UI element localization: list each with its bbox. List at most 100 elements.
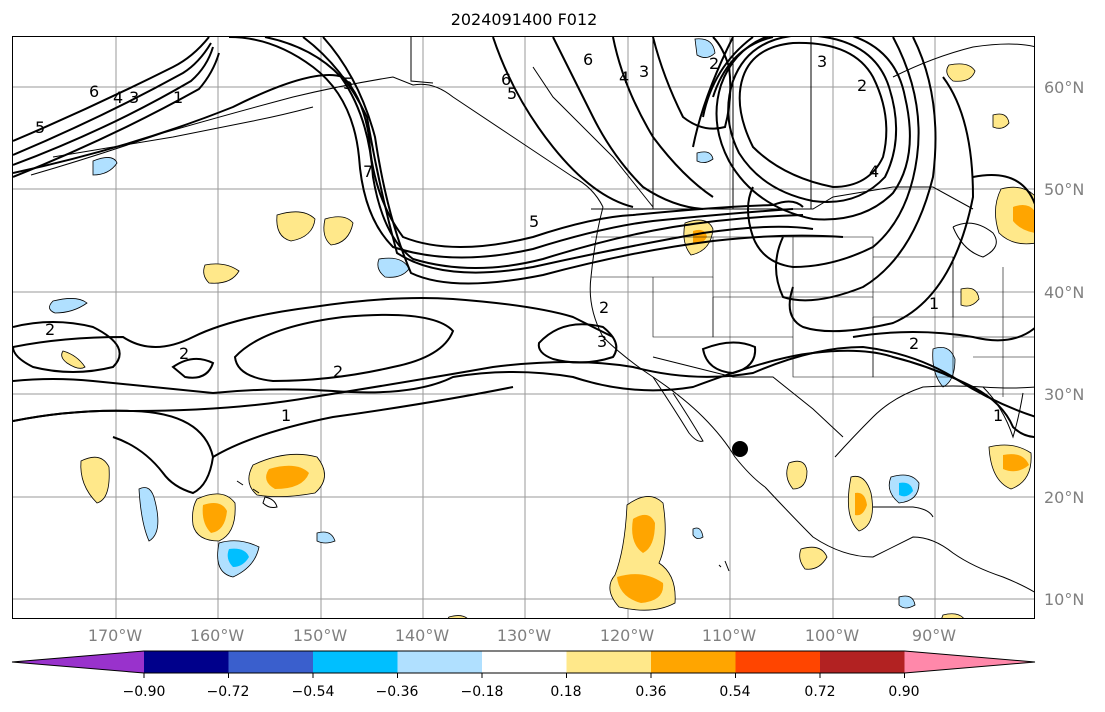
- warm-patch: [632, 514, 655, 553]
- contour-label: 5: [35, 118, 45, 137]
- contour-line: [652, 37, 732, 130]
- contour-line: [712, 37, 920, 269]
- lon-label: 150°W: [292, 626, 348, 645]
- colorbar-segment: [313, 651, 398, 673]
- colorbar: [11, 650, 1036, 678]
- contour-line: [171, 357, 215, 379]
- contour-label: 2: [599, 298, 609, 317]
- contour-label: 3: [639, 62, 649, 81]
- graticule: [13, 37, 1034, 618]
- contour-label: 4: [869, 162, 879, 181]
- contour-label: 6: [583, 50, 593, 69]
- contour-line: [13, 42, 212, 156]
- lon-label: 160°W: [189, 626, 245, 645]
- map-title: 2024091400 F012: [450, 10, 598, 29]
- contour-label: 5: [529, 212, 539, 231]
- contour-label: 2: [179, 344, 189, 363]
- contour-line: [727, 37, 898, 203]
- warm-patch: [323, 216, 354, 246]
- contour-label: 4: [619, 68, 629, 87]
- colorbar-segment: [482, 651, 567, 673]
- lon-label: 130°W: [496, 626, 552, 645]
- colorbar-tick-label: −0.54: [291, 684, 335, 700]
- contour-line: [212, 386, 514, 458]
- contour-label: 2: [709, 54, 719, 73]
- warm-patch: [61, 350, 86, 369]
- colorbar-segment: [144, 651, 229, 673]
- cool-patch: [138, 487, 159, 542]
- colorbar-tick-label: −0.18: [460, 684, 504, 700]
- contour-line: [692, 37, 975, 333]
- warm-patch: [1013, 205, 1034, 233]
- bc-border: [532, 66, 654, 208]
- lon-label: 100°W: [804, 626, 860, 645]
- warm-patch: [1003, 454, 1029, 472]
- cool-patch: [694, 38, 716, 58]
- contour-line: [13, 297, 614, 348]
- lat-label: 50°N: [1044, 180, 1085, 199]
- contour-line: [738, 41, 888, 189]
- lat-label: 60°N: [1044, 78, 1085, 97]
- colorbar-segment: [12, 651, 144, 673]
- contour-label: 5: [343, 74, 353, 93]
- cool-patch: [377, 257, 410, 278]
- mexico-coast: [764, 486, 1034, 593]
- map-panel: 6 5 4 3 1 5 6 4 3 2 6 5 4 3 2 1 5 7 2 2 …: [12, 36, 1035, 619]
- contour-line: [13, 321, 121, 373]
- hawaii-islands: [236, 480, 278, 508]
- contour-line: [13, 409, 215, 495]
- yukon-border: [410, 37, 434, 84]
- contour-label: 3: [129, 88, 139, 107]
- aleutian-chain: [52, 106, 314, 158]
- contour-label: 1: [173, 88, 183, 107]
- colorbar-tick-label: 0.54: [719, 684, 751, 700]
- contour-label: 2: [333, 362, 343, 381]
- contour-label: 7: [363, 162, 373, 181]
- cool-patch: [49, 298, 88, 314]
- warm-patch: [799, 546, 828, 570]
- island-small: [724, 560, 730, 572]
- cool-patch: [227, 548, 249, 567]
- contour-line: [715, 37, 911, 221]
- contour-label: 3: [817, 52, 827, 71]
- warm-patch: [276, 211, 316, 242]
- contour-line: [701, 341, 757, 375]
- warm-patch: [266, 465, 309, 489]
- contour-label: 1: [993, 406, 1003, 425]
- gulf-coast: [834, 385, 1034, 458]
- colorbar-tick-label: 0.18: [550, 684, 582, 700]
- contour-line: [537, 323, 618, 364]
- contour-line: [492, 37, 634, 208]
- location-marker: [732, 441, 748, 457]
- warm-patch: [946, 63, 976, 82]
- colorbar-segment: [735, 651, 820, 673]
- colorbar-segment: [820, 651, 905, 673]
- colorbar-tick-label: 0.36: [635, 684, 667, 700]
- colorbar-segment: [397, 651, 482, 673]
- warm-patch: [960, 287, 980, 307]
- height-contours: [13, 37, 1034, 495]
- contour-line: [13, 37, 210, 142]
- warm-patch: [992, 113, 1010, 129]
- lat-label: 20°N: [1044, 488, 1085, 507]
- contour-line: [702, 37, 937, 302]
- lon-label: 140°W: [394, 626, 450, 645]
- canada-border: [591, 186, 974, 210]
- lat-label: 40°N: [1044, 283, 1085, 302]
- warm-patch: [786, 460, 808, 490]
- contour-label: 4: [113, 88, 123, 107]
- contour-labels: 6 5 4 3 1 5 6 4 3 2 6 5 4 3 2 1 5 7 2 2 …: [35, 50, 1003, 425]
- cool-patch: [92, 157, 118, 176]
- lat-label: 30°N: [1044, 385, 1085, 404]
- contour-line: [552, 37, 704, 210]
- cool-patch: [692, 527, 704, 539]
- anomaly-shading: [49, 38, 1034, 618]
- colorbar-segment: [651, 651, 736, 673]
- warm-patch: [202, 503, 227, 533]
- contour-line: [322, 37, 844, 285]
- contour-label: 6: [89, 82, 99, 101]
- contour-label: 5: [507, 84, 517, 103]
- us-mexico-border: [652, 356, 844, 438]
- colorbar-tick-label: 0.72: [804, 684, 836, 700]
- lon-label: 90°W: [911, 626, 957, 645]
